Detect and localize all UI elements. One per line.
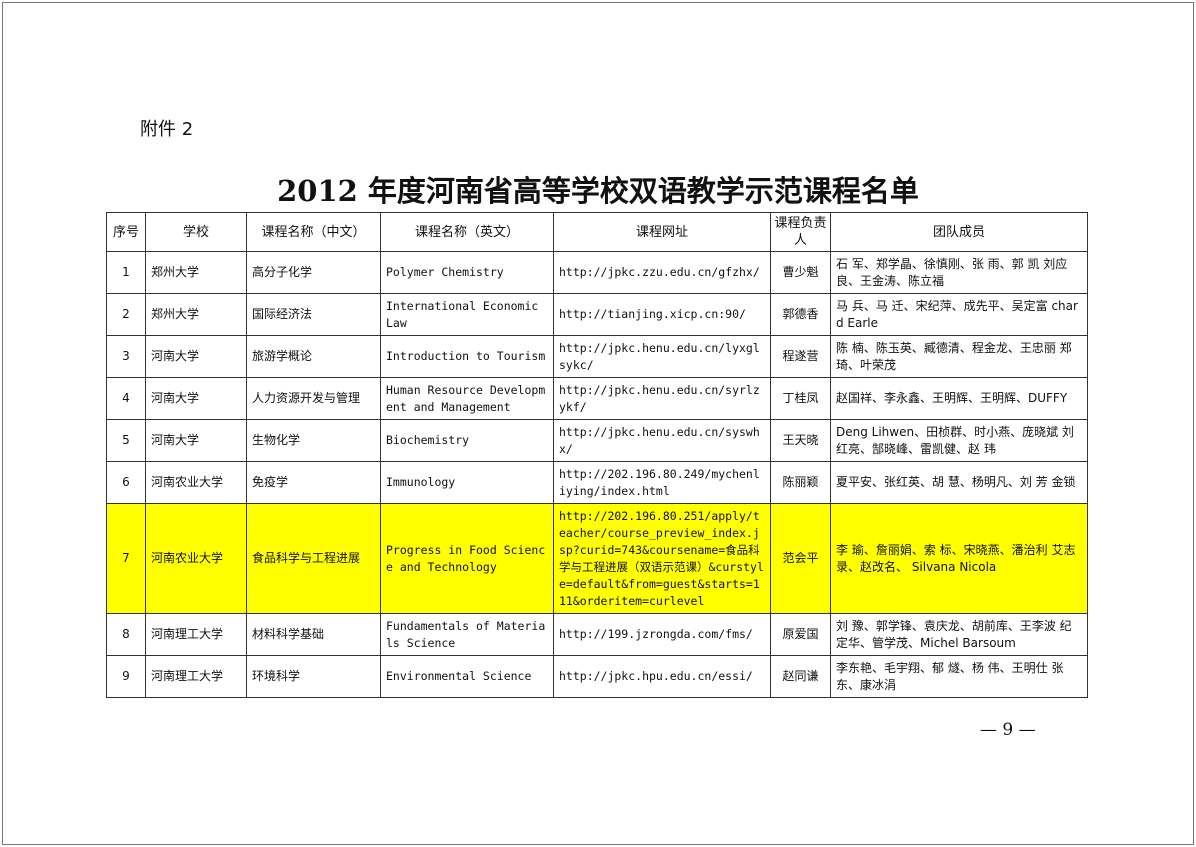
school-cell: 河南大学 [145,377,247,420]
course-name-en-cell: Environmental Science [380,655,554,698]
row-number: 5 [106,419,146,462]
team-members-cell: Deng Lihwen、田桢群、时小燕、庞晓斌 刘红亮、郜晓峰、雷凯健、赵 玮 [830,419,1088,462]
course-name-cn-cell: 旅游学概论 [246,335,381,378]
leader-cell: 范会平 [770,503,831,614]
team-members-cell: 李东艳、毛宇翔、郁 燧、杨 伟、王明仕 张 东、康冰涓 [830,655,1088,698]
school-cell: 郑州大学 [145,251,247,294]
document-title: 2012 年度河南省高等学校双语教学示范课程名单 [277,174,919,208]
table-row: 6 河南农业大学 免疫学 Immunology http://202.196.80.24… [106,461,1088,504]
leader-cell: 郭德香 [770,293,831,336]
course-name-en-cell: International Economic Law [380,293,554,336]
row-number: 9 [106,655,146,698]
leader-cell: 王天晓 [770,419,831,462]
leader-cell: 丁桂凤 [770,377,831,420]
column-header: 学校 [145,212,247,252]
team-members-cell: 马 兵、马 迁、宋纪萍、成先平、吴定富 chard Earle [830,293,1088,336]
table-row: 5 河南大学 生物化学 Biochemistry http://jpkc.henu.ed… [106,419,1088,462]
table-row: 2 郑州大学 国际经济法 International Economic Law http… [106,293,1088,336]
row-number: 8 [106,613,146,656]
course-name-cn-cell: 生物化学 [246,419,381,462]
row-number: 6 [106,461,146,504]
table-header-row: 序号 学校 课程名称（中文） 课程名称（英文） 课程网址 课程负责人 团队成员 [106,212,1088,252]
column-header: 课程网址 [553,212,771,252]
column-header: 课程名称（中文） [246,212,381,252]
team-members-cell: 李 瑜、詹丽娟、索 标、宋晓燕、潘治利 艾志录、赵改名、 Silvana Nic… [830,503,1088,614]
course-name-cn-cell: 环境科学 [246,655,381,698]
course-name-en-cell: Human Resource Development and Managemen… [380,377,554,420]
school-cell: 河南理工大学 [145,613,247,656]
course-name-cn-cell: 人力资源开发与管理 [246,377,381,420]
team-members-cell: 刘 豫、郭学锋、袁庆龙、胡前库、王李波 纪定华、管学茂、Michel Barso… [830,613,1088,656]
row-number: 4 [106,377,146,420]
course-name-en-cell: Introduction to Tourism [380,335,554,378]
leader-cell: 原爱国 [770,613,831,656]
row-number: 2 [106,293,146,336]
school-cell: 河南理工大学 [145,655,247,698]
course-url-cell: http://202.196.80.251/apply/teacher/cour… [553,503,771,614]
course-url-cell: http://202.196.80.249/mychenliying/index… [553,461,771,504]
course-name-cn-cell: 免疫学 [246,461,381,504]
leader-cell: 程遂营 [770,335,831,378]
team-members-cell: 夏平安、张红英、胡 慧、杨明凡、刘 芳 金锁 [830,461,1088,504]
course-name-en-cell: Biochemistry [380,419,554,462]
course-url-cell: http://jpkc.zzu.edu.cn/gfzhx/ [553,251,771,294]
school-cell: 河南大学 [145,419,247,462]
leader-cell: 赵同谦 [770,655,831,698]
column-header: 课程名称（英文） [380,212,554,252]
course-name-cn-cell: 材料科学基础 [246,613,381,656]
leader-cell: 曹少魁 [770,251,831,294]
table-row: 9 河南理工大学 环境科学 Environmental Science http://j… [106,655,1088,698]
course-url-cell: http://199.jzrongda.com/fms/ [553,613,771,656]
page-number: — 9 — [980,720,1036,740]
course-url-cell: http://jpkc.henu.edu.cn/lyxglsykc/ [553,335,771,378]
course-url-cell: http://tianjing.xicp.cn:90/ [553,293,771,336]
row-number: 7 [106,503,146,614]
column-header: 团队成员 [830,212,1088,252]
course-name-cn-cell: 高分子化学 [246,251,381,294]
attachment-label: 附件 2 [140,119,194,140]
column-header: 课程负责人 [770,212,831,252]
school-cell: 河南农业大学 [145,503,247,614]
course-name-cn-cell: 国际经济法 [246,293,381,336]
leader-cell: 陈丽颖 [770,461,831,504]
table-row: 7 河南农业大学 食品科学与工程进展 Progress in Food Science… [106,503,1088,614]
team-members-cell: 石 军、郑学晶、徐慎刚、张 雨、郭 凯 刘应良、王金涛、陈立福 [830,251,1088,294]
table-row: 1 郑州大学 高分子化学 Polymer Chemistry http://jpkc.z… [106,251,1088,294]
course-url-cell: http://jpkc.henu.edu.cn/syrlzykf/ [553,377,771,420]
column-header: 序号 [106,212,146,252]
row-number: 3 [106,335,146,378]
row-number: 1 [106,251,146,294]
course-url-cell: http://jpkc.hpu.edu.cn/essi/ [553,655,771,698]
table-row: 8 河南理工大学 材料科学基础 Fundamentals of Materials S… [106,613,1088,656]
course-name-en-cell: Immunology [380,461,554,504]
course-table: 序号 学校 课程名称（中文） 课程名称（英文） 课程网址 课程负责人 团队成员 1 郑州大学高… [106,212,1088,698]
table-row: 4 河南大学 人力资源开发与管理 Human Resource Development… [106,377,1088,420]
school-cell: 河南大学 [145,335,247,378]
course-name-en-cell: Progress in Food Science and Technology [380,503,554,614]
course-name-en-cell: Fundamentals of Materials Science [380,613,554,656]
course-url-cell: http://jpkc.henu.edu.cn/syswhx/ [553,419,771,462]
team-members-cell: 陈 楠、陈玉英、臧德清、程金龙、王忠丽 郑 琦、叶荣茂 [830,335,1088,378]
table-row: 3 河南大学 旅游学概论 Introduction to Tourism http://… [106,335,1088,378]
school-cell: 河南农业大学 [145,461,247,504]
team-members-cell: 赵国祥、李永鑫、王明辉、王明辉、DUFFY [830,377,1088,420]
course-name-en-cell: Polymer Chemistry [380,251,554,294]
course-name-cn-cell: 食品科学与工程进展 [246,503,381,614]
school-cell: 郑州大学 [145,293,247,336]
